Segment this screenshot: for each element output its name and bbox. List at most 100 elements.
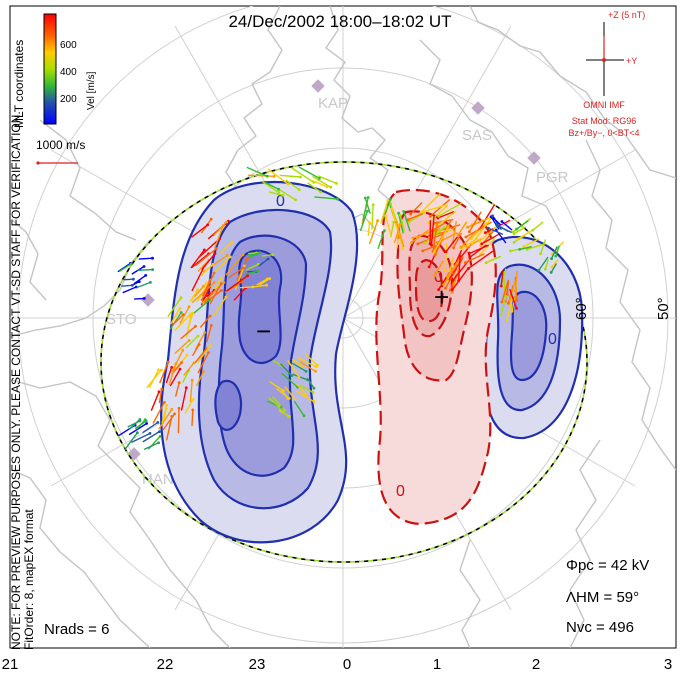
imf-indicator: +Z (5 nT) +Y OMNI IMF Stat Mod: RG96 Bz+… [568, 10, 645, 138]
velocity-vector-origin [468, 230, 471, 234]
velocity-vector [136, 281, 151, 289]
velocity-vector [225, 254, 244, 276]
velocity-colorbar: 600 400 200 Vel [m/s] [43, 13, 97, 125]
velocity-vector [233, 287, 247, 301]
velocity-vector [429, 199, 451, 217]
velocity-vector [311, 179, 328, 188]
velocity-vector-origin [390, 207, 394, 211]
velocity-vector-origin [205, 281, 209, 285]
velocity-vector-origin [203, 331, 207, 334]
velocity-vector-origin [241, 266, 245, 270]
velocity-vector-origin [277, 187, 280, 191]
velocity-vector-origin [423, 241, 427, 245]
velocity-vector [261, 180, 280, 194]
velocity-vector-origin [319, 190, 323, 194]
velocity-vector [189, 380, 193, 403]
velocity-vector [128, 422, 147, 436]
velocity-vector-origin [266, 277, 269, 281]
velocity-vector-origin [398, 222, 402, 226]
velocity-vector [150, 391, 160, 411]
velocity-vector [514, 270, 518, 292]
velocity-vector-origin [466, 225, 469, 229]
velocity-vector [380, 200, 389, 224]
velocity-vector [451, 256, 464, 274]
velocity-vector [371, 204, 374, 230]
velocity-vector [296, 356, 317, 368]
velocity-vector-origin [246, 256, 250, 260]
velocity-vector-origin [145, 422, 149, 425]
velocity-vector [452, 232, 462, 249]
potential-min-marker: − [256, 316, 271, 346]
velocity-vector [362, 197, 369, 221]
velocity-vector [442, 269, 453, 285]
velocity-vector-origin [539, 252, 542, 256]
velocity-vector [197, 259, 210, 272]
velocity-vector [444, 268, 458, 289]
velocity-vector [258, 258, 269, 267]
velocity-vector-origin [444, 286, 447, 290]
velocity-vector [496, 223, 509, 233]
velocity-vector-origin [265, 174, 269, 178]
velocity-vector-origin [384, 214, 387, 218]
velocity-vector [123, 278, 134, 281]
velocity-vector-origin [177, 381, 181, 385]
velocity-vector [158, 389, 163, 404]
velocity-vector [433, 225, 450, 253]
mlt-tick-0: 0 [343, 656, 351, 673]
velocity-vector [408, 213, 423, 221]
velocity-vector-origin [281, 389, 285, 393]
velocity-vector [264, 181, 279, 190]
velocity-vector [168, 363, 177, 386]
velocity-vector [451, 266, 470, 291]
velocity-vector [465, 221, 492, 238]
velocity-vector [544, 259, 550, 270]
velocity-vector [186, 312, 194, 331]
velocity-vector-origin [293, 397, 297, 400]
velocity-vector [304, 353, 319, 366]
velocity-vector-origin [129, 262, 133, 266]
velocity-vector-origin [515, 227, 518, 231]
station-han: HAN [142, 471, 174, 488]
velocity-vector-origin [192, 361, 196, 365]
velocity-vector-origin [416, 242, 420, 246]
fit-order-note: FitOrder: 8, mapEX format [22, 509, 36, 650]
n-rads-stat: Nrads = 6 [44, 621, 109, 638]
velocity-vector-origin [157, 390, 161, 394]
velocity-vector [248, 174, 275, 177]
colorbar-tick-600: 600 [60, 40, 77, 51]
vector-scale: 1000 m/s [36, 138, 85, 165]
velocity-vector-origin [206, 223, 210, 227]
velocity-vector-origin [160, 368, 163, 372]
velocity-vector-origin [366, 196, 370, 199]
velocity-vector [469, 244, 489, 255]
velocity-vector-origin [392, 220, 396, 224]
velocity-vector-origin [316, 364, 319, 367]
velocity-vector-origin [187, 339, 191, 342]
velocity-vector [191, 344, 200, 357]
velocity-vector-origin [202, 248, 206, 252]
velocity-vector-origin [170, 366, 174, 369]
velocity-vector-origin [478, 239, 482, 243]
velocity-vector-origin [174, 362, 178, 366]
velocity-vector-origin [433, 253, 437, 257]
velocity-vector-origin [299, 175, 302, 179]
velocity-vector [488, 227, 504, 236]
velocity-vector-origin [189, 312, 193, 316]
velocity-vector [523, 238, 540, 248]
velocity-vector-origin [433, 274, 437, 278]
velocity-vector [203, 292, 213, 305]
velocity-vector [183, 362, 195, 376]
velocity-vector-origin [518, 248, 522, 251]
velocity-vector-origin [427, 221, 430, 225]
velocity-vector-origin [514, 289, 517, 293]
velocity-vector [291, 167, 315, 183]
velocity-vector [538, 256, 549, 271]
velocity-vector [199, 315, 211, 328]
velocity-vector-origin [428, 214, 432, 218]
velocity-vector [170, 307, 181, 325]
velocity-vector [279, 363, 293, 377]
velocity-vector [124, 432, 138, 451]
velocity-vector [267, 168, 289, 185]
velocity-vector-origin [389, 198, 392, 201]
